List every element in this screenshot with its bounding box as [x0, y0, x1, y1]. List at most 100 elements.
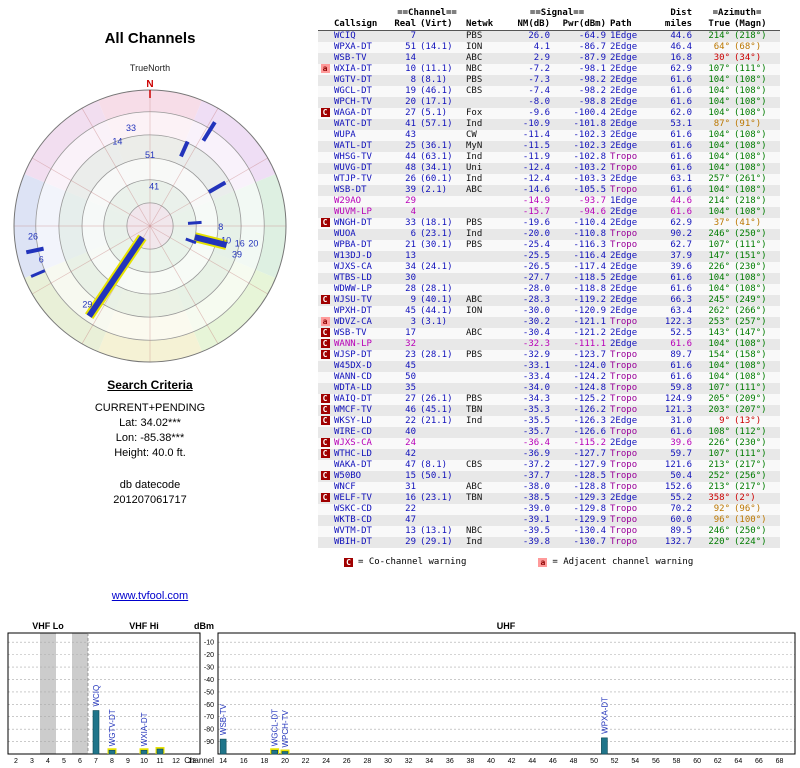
- virtual-channel-cell: [418, 438, 464, 449]
- warning-cell: C: [318, 218, 332, 229]
- network-cell: CBS: [466, 460, 483, 470]
- path-cell: 2Edge: [610, 174, 638, 184]
- azimuth-true-cell: 262°: [708, 306, 731, 316]
- table-row: WSB-TV 14 ABC 2.9 -87.9 2Edge 16.8 30° (34°): [318, 53, 781, 64]
- path-cell: Tropo: [610, 427, 638, 437]
- table-row: WATC-DT 41 (57.1) Ind -10.9 -101.8 2Edge 53.1 87…: [318, 119, 781, 130]
- warning-cell: C: [318, 328, 332, 339]
- azimuth-magnetic-cell: (217°): [734, 460, 767, 470]
- distance-miles-cell: 61.6: [670, 185, 693, 195]
- channel-tick-label: 34: [425, 758, 433, 765]
- warning-cell: [318, 119, 332, 130]
- distance-miles-cell: 89.7: [670, 350, 693, 360]
- band-label: VHF Hi: [129, 621, 159, 631]
- north-label: N: [146, 79, 153, 90]
- path-cell: 2Edge: [610, 306, 638, 316]
- path-cell: 2Edge: [610, 75, 638, 85]
- network-cell: [464, 427, 506, 438]
- table-row: WPXA-DT 51 (14.1) ION 4.1 -86.7 2Edge 46.4 64° (6…: [318, 42, 781, 53]
- table-column-header: NM(dB): [506, 19, 553, 31]
- table-column-header: True: [694, 19, 733, 31]
- longitude-value: Lon: -85.38***: [115, 432, 185, 444]
- distance-miles-cell: 52.5: [670, 328, 693, 338]
- path-cell: 2Edge: [610, 86, 638, 96]
- callsign-cell: WDVZ-CA: [334, 317, 372, 327]
- virtual-channel-cell: [418, 449, 464, 460]
- channel-tick-label: 44: [528, 758, 536, 765]
- callsign-cell: WANN-CD: [334, 372, 372, 382]
- dbm-tick-label: -70: [204, 714, 214, 721]
- radar-channel-label: 26: [28, 232, 38, 242]
- table-row: WUPA 43 CW -11.4 -102.3 2Edge 61.6 104° (108°): [318, 130, 781, 141]
- noise-margin-cell: -25.4: [522, 240, 551, 250]
- network-cell: Ind: [466, 152, 483, 162]
- table-row: C WTHC-LD 42 -36.9 -127.7 Tropo 59.7 107° (111°): [318, 449, 781, 460]
- channel-tick-label: 18: [260, 758, 268, 765]
- azimuth-true-cell: 104°: [708, 339, 731, 349]
- power-dbm-cell: -93.7: [578, 196, 607, 206]
- azimuth-magnetic-cell: (112°): [734, 427, 767, 437]
- real-channel-cell: 47: [405, 515, 416, 525]
- power-dbm-cell: -121.1: [573, 317, 607, 327]
- signal-table-head: ==Channel== ==Signal== Dist =Azimuth= Callsi…: [318, 8, 781, 31]
- virtual-channel-cell: [418, 273, 464, 284]
- callsign-cell: WDWW-LP: [334, 284, 372, 294]
- radar-channel-label: 10: [221, 236, 231, 246]
- azimuth-true-cell: 104°: [708, 108, 731, 118]
- real-channel-cell: 23: [405, 350, 416, 360]
- tvfool-link[interactable]: www.tvfool.com: [111, 590, 189, 602]
- table-header-group: [608, 8, 652, 19]
- distance-miles-cell: 61.6: [670, 86, 693, 96]
- adjacent-channel-warning-icon: a: [320, 317, 330, 326]
- path-cell: 2Edge: [610, 273, 638, 283]
- callsign-cell: WAGA-DT: [334, 108, 372, 118]
- azimuth-magnetic-cell: (209°): [734, 394, 767, 404]
- warning-cell: [318, 383, 332, 394]
- radar-chart-title: All Channels: [104, 30, 196, 47]
- noise-margin-cell: -25.5: [522, 251, 551, 261]
- azimuth-true-cell: 104°: [708, 163, 731, 173]
- real-channel-cell: 51: [405, 42, 416, 52]
- latitude-value: Lat: 34.02***: [119, 417, 181, 429]
- virtual-channel-cell: [418, 53, 464, 64]
- path-cell: 2Edge: [610, 53, 638, 63]
- channel-tick-label: 68: [776, 758, 784, 765]
- channel-tick-label: 52: [611, 758, 619, 765]
- path-cell: Tropo: [610, 152, 638, 162]
- path-cell: Tropo: [610, 405, 638, 415]
- table-column-header: Callsign: [332, 19, 390, 31]
- azimuth-true-cell: 104°: [708, 207, 731, 217]
- azimuth-magnetic-cell: (218°): [734, 196, 767, 206]
- power-dbm-cell: -130.7: [573, 537, 607, 547]
- power-dbm-cell: -124.2: [573, 372, 607, 382]
- table-row: W29AO 29 -14.9 -93.7 1Edge 44.6 214° (218°): [318, 196, 781, 207]
- virtual-channel-cell: (2.1): [420, 185, 448, 195]
- callsign-cell: WATL-DT: [334, 141, 372, 151]
- power-dbm-cell: -118.8: [573, 284, 607, 294]
- distance-miles-cell: 61.6: [670, 339, 693, 349]
- azimuth-true-cell: 205°: [708, 394, 731, 404]
- warning-cell: [318, 284, 332, 295]
- power-dbm-cell: -126.2: [573, 405, 607, 415]
- power-dbm-cell: -124.0: [573, 361, 607, 371]
- power-dbm-cell: -126.6: [573, 427, 607, 437]
- legend-co-channel-text: = Co-channel warning: [358, 557, 467, 567]
- signal-tick: [207, 180, 227, 194]
- callsign-cell: WTHC-LD: [334, 449, 372, 459]
- power-dbm-cell: -100.4: [573, 108, 607, 118]
- callsign-cell: WGTV-DT: [334, 75, 372, 85]
- network-cell: ABC: [466, 328, 483, 338]
- virtual-channel-cell: (28.1): [420, 350, 453, 360]
- warning-cell: [318, 130, 332, 141]
- warning-legend: C = Co-channel warning a = Adjacent chan…: [344, 557, 693, 567]
- path-cell: Tropo: [610, 240, 638, 250]
- dbm-tick-label: -20: [204, 652, 214, 659]
- azimuth-magnetic-cell: (256°): [734, 471, 767, 481]
- station-bar-label: WGCL-DT: [271, 709, 280, 746]
- azimuth-magnetic-cell: (2°): [734, 493, 756, 503]
- azimuth-magnetic-cell: (230°): [734, 262, 767, 272]
- azimuth-magnetic-cell: (41°): [734, 218, 762, 228]
- azimuth-magnetic-cell: (111°): [734, 449, 767, 459]
- table-row: WANN-CD 50 -33.4 -124.2 Tropo 61.6 104° (108°): [318, 372, 781, 383]
- channel-tick-label: 12: [172, 758, 180, 765]
